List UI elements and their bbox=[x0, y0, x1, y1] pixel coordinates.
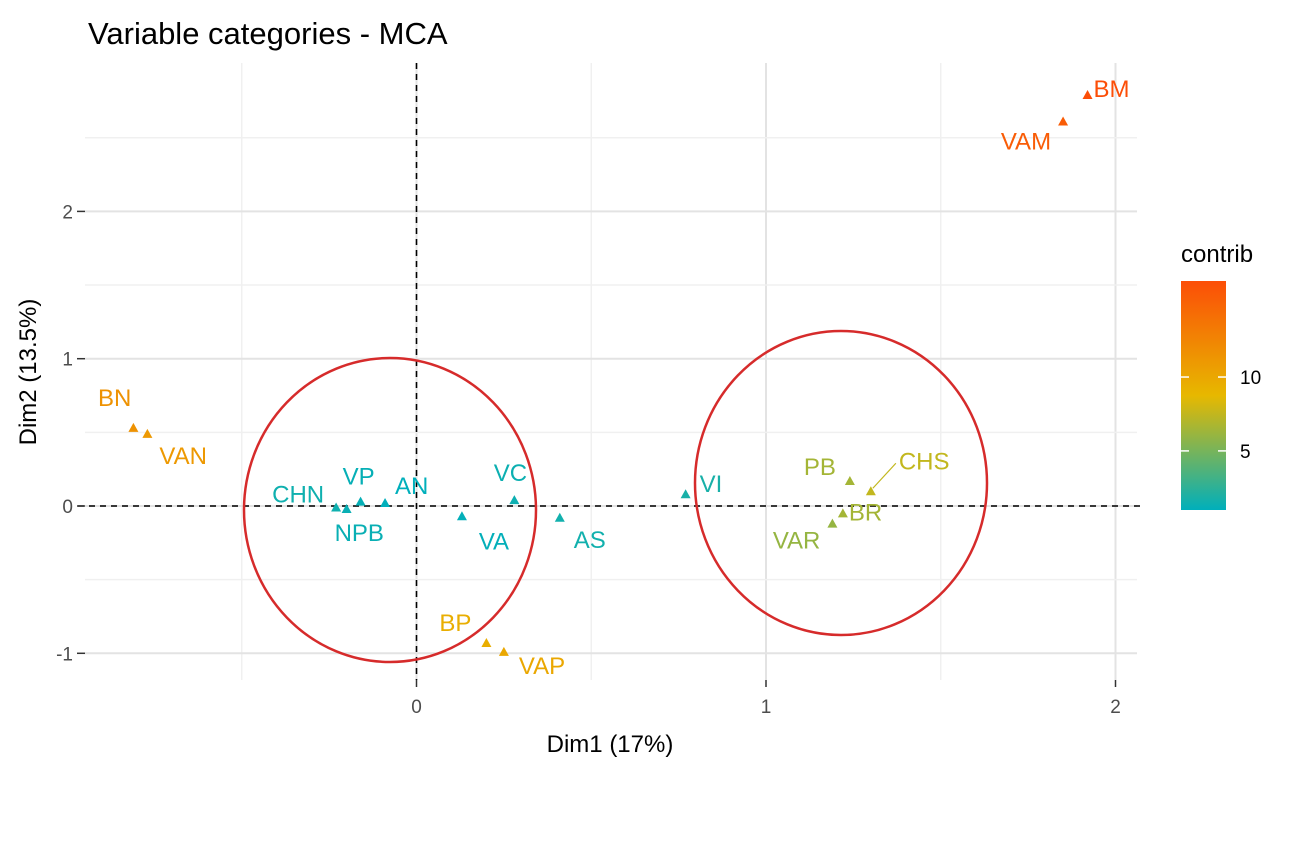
point-label-bp: BP bbox=[439, 610, 471, 637]
chart-title: Variable categories - MCA bbox=[88, 16, 448, 51]
point-label-var: VAR bbox=[773, 528, 821, 555]
x-axis: 0 1 2 bbox=[411, 680, 1121, 718]
point-label-vi: VI bbox=[700, 471, 723, 498]
point-label-an: AN bbox=[395, 473, 428, 500]
x-tick-label: 1 bbox=[761, 697, 772, 718]
x-axis-title: Dim1 (17%) bbox=[547, 731, 674, 758]
point-label-chn: CHN bbox=[272, 481, 324, 508]
point-br bbox=[837, 508, 848, 518]
annotation-circle bbox=[242, 356, 538, 664]
point-npb bbox=[341, 503, 352, 513]
point-chn bbox=[331, 502, 342, 512]
point-label-vap: VAP bbox=[519, 653, 565, 680]
point-label-vam: VAM bbox=[1001, 129, 1051, 156]
annotation-circles bbox=[242, 329, 989, 664]
point-var bbox=[827, 518, 838, 528]
annotation-circle bbox=[693, 329, 989, 637]
point-label-vp: VP bbox=[343, 464, 375, 491]
y-tick-label: -1 bbox=[56, 644, 73, 665]
point-label-pb: PB bbox=[804, 454, 836, 481]
point-label-bm: BM bbox=[1094, 76, 1130, 103]
data-points: BM VAM BN VAN BP VAP PB CHS BR VAR CHN VP NPB AN VC VA A… bbox=[98, 76, 1129, 680]
point-label-bn: BN bbox=[98, 385, 131, 412]
point-pb bbox=[844, 475, 855, 485]
legend: contrib 5 10 bbox=[1181, 241, 1261, 510]
point-va bbox=[456, 511, 467, 521]
y-tick-label: 2 bbox=[62, 202, 73, 223]
point-vc bbox=[509, 495, 520, 505]
point-label-vc: VC bbox=[494, 460, 527, 487]
y-tick-label: 0 bbox=[62, 497, 73, 518]
point-label-npb: NPB bbox=[335, 520, 384, 547]
label-connector bbox=[872, 462, 897, 489]
point-label-va: VA bbox=[479, 528, 509, 555]
y-tick-label: 1 bbox=[62, 350, 73, 371]
point-van bbox=[142, 428, 153, 438]
legend-tick-label: 5 bbox=[1240, 442, 1251, 463]
point-bm bbox=[1082, 90, 1093, 100]
point-vap bbox=[498, 646, 509, 656]
x-tick-label: 2 bbox=[1110, 697, 1121, 718]
legend-colorbar bbox=[1181, 281, 1226, 510]
y-axis-title: Dim2 (13.5%) bbox=[15, 299, 42, 446]
point-bp bbox=[481, 637, 492, 647]
point-label-as: AS bbox=[574, 527, 606, 554]
point-as bbox=[554, 512, 565, 522]
point-vam bbox=[1058, 116, 1069, 126]
point-chs bbox=[865, 486, 876, 496]
point-label-chs: CHS bbox=[899, 448, 950, 475]
point-vp bbox=[355, 496, 366, 506]
point-label-br: BR bbox=[849, 499, 882, 526]
legend-title: contrib bbox=[1181, 241, 1253, 268]
point-an bbox=[380, 498, 391, 508]
reference-lines bbox=[78, 63, 1140, 680]
point-label-van: VAN bbox=[159, 443, 207, 470]
point-vi bbox=[680, 489, 691, 499]
x-tick-label: 0 bbox=[411, 697, 422, 718]
legend-tick-label: 10 bbox=[1240, 368, 1261, 389]
y-axis: -1 0 1 2 bbox=[56, 202, 85, 665]
point-bn bbox=[128, 422, 139, 432]
